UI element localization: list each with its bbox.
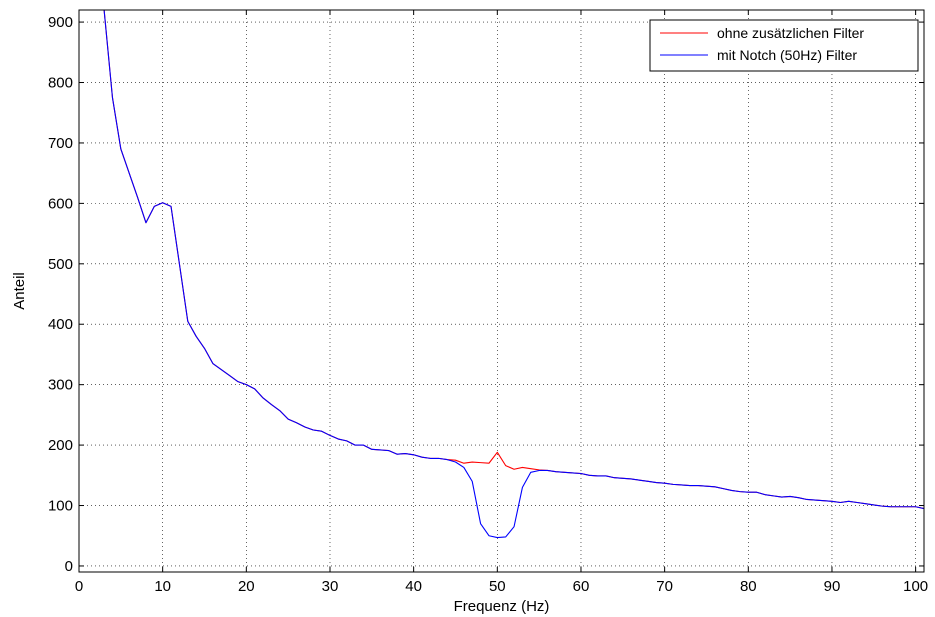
series-line-2 xyxy=(103,10,924,539)
x-tick-label: 30 xyxy=(322,578,339,595)
plot-frame xyxy=(78,9,925,573)
x-tick-label: 100 xyxy=(903,578,928,595)
y-tick-label: 100 xyxy=(48,498,73,515)
y-tick-label: 300 xyxy=(48,377,73,394)
legend: ohne zusätzlichen Filter mit Notch (50Hz)… xyxy=(649,19,919,72)
x-tick-label: 60 xyxy=(573,578,590,595)
x-tick-label: 50 xyxy=(489,578,506,595)
x-tick-label: 80 xyxy=(740,578,757,595)
y-axis-label: Anteil xyxy=(11,272,28,310)
plot-area xyxy=(79,10,924,572)
x-axis-label: Frequenz (Hz) xyxy=(454,598,550,615)
axis-ticks: 0 10 20 30 40 50 60 70 80 90 100 0 100 200 300 400 500 60… xyxy=(48,10,928,595)
y-tick-label: 600 xyxy=(48,195,73,212)
y-tick-label: 900 xyxy=(48,14,73,31)
y-tick-label: 400 xyxy=(48,316,73,333)
series-layer xyxy=(103,10,924,539)
x-tick-label: 40 xyxy=(405,578,422,595)
y-tick-label: 700 xyxy=(48,135,73,152)
y-tick-label: 200 xyxy=(48,437,73,454)
legend-box xyxy=(649,19,919,72)
y-tick-label: 500 xyxy=(48,256,73,273)
legend-entry-label: mit Notch (50Hz) Filter xyxy=(717,47,857,63)
legend-entry-label: ohne zusätzlichen Filter xyxy=(717,25,864,41)
x-tick-label: 20 xyxy=(238,578,255,595)
x-tick-label: 10 xyxy=(154,578,171,595)
x-tick-label: 90 xyxy=(824,578,841,595)
x-tick-label: 70 xyxy=(656,578,673,595)
y-tick-label: 800 xyxy=(48,75,73,92)
y-tick-label: 0 xyxy=(65,558,73,575)
x-tick-label: 0 xyxy=(75,578,83,595)
